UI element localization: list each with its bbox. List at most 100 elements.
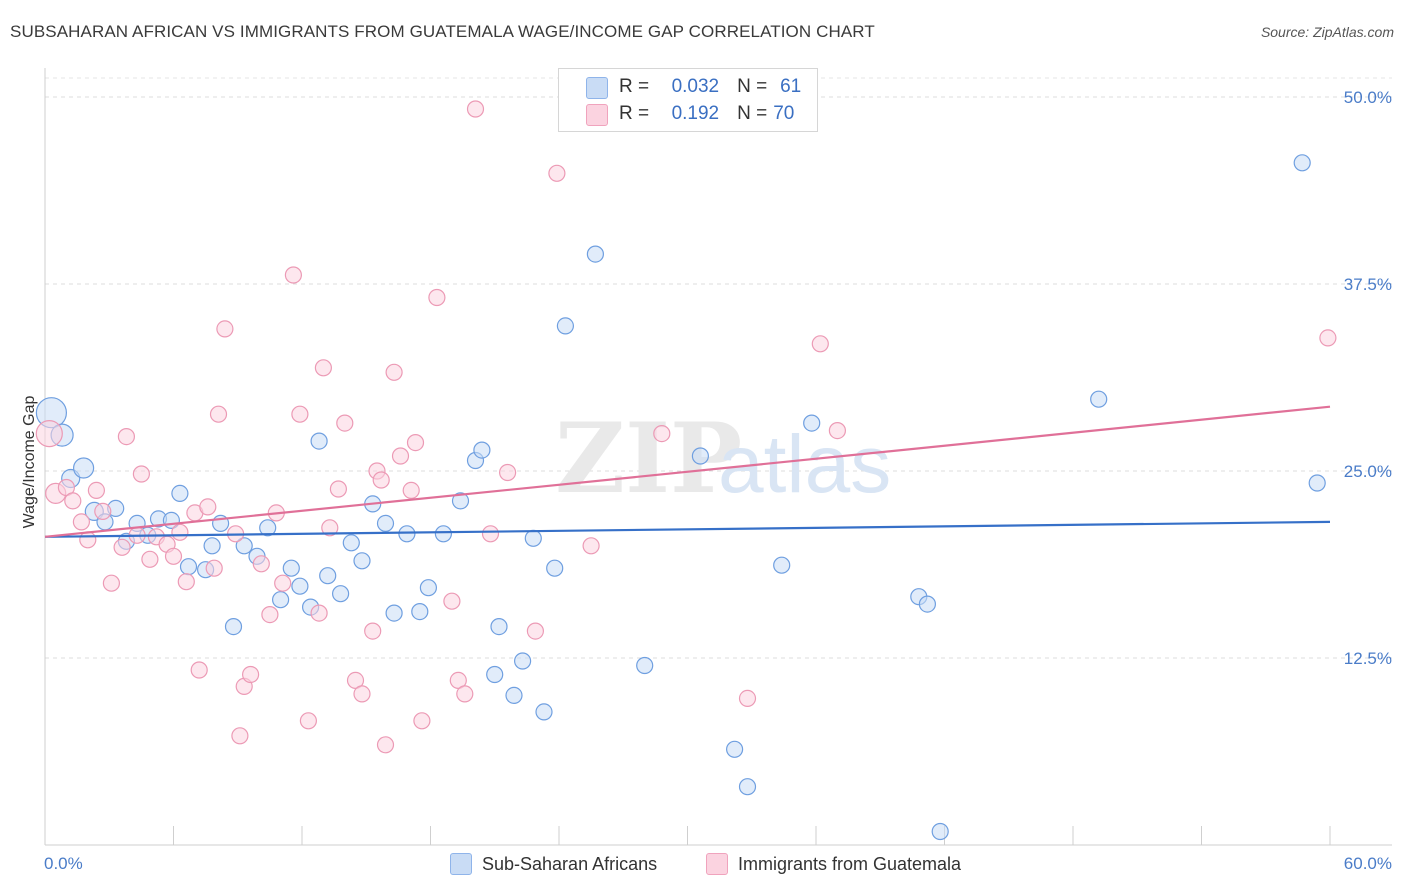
data-point <box>190 661 208 679</box>
data-point <box>582 537 600 555</box>
correlation-legend: R = 0.032 N = 61 R = 0.192 N = 70 <box>558 68 818 132</box>
data-point <box>556 317 575 335</box>
data-point <box>1319 329 1337 347</box>
data-point <box>406 434 425 452</box>
data-point <box>376 736 395 754</box>
data-point <box>828 422 847 440</box>
data-point <box>918 595 937 613</box>
data-point <box>231 727 249 745</box>
data-point <box>177 573 195 591</box>
series-1 <box>35 100 1337 754</box>
data-point <box>499 463 517 482</box>
legend-swatch-guatemala <box>586 104 608 126</box>
data-point <box>691 447 710 465</box>
data-point <box>725 740 744 758</box>
legend-r-value: 0.032 <box>671 76 720 97</box>
data-point <box>291 577 309 595</box>
data-point <box>402 481 420 499</box>
data-point <box>203 537 221 555</box>
data-point <box>738 689 757 708</box>
watermark-atlas: atlas <box>718 419 891 510</box>
legend-r-value: 0.192 <box>671 103 720 124</box>
data-point <box>79 531 97 549</box>
data-point <box>803 414 821 432</box>
data-point <box>586 245 605 263</box>
data-point <box>336 414 354 432</box>
data-point <box>205 559 223 577</box>
data-point <box>385 604 403 622</box>
data-point <box>94 502 112 520</box>
data-point <box>428 288 446 307</box>
y-tick-label-1: 25.0% <box>1344 462 1392 481</box>
legend-n-value: 70 <box>773 103 795 124</box>
trend-line-1 <box>44 405 1331 538</box>
data-point <box>376 514 395 533</box>
data-point <box>524 529 542 547</box>
data-point <box>398 525 416 543</box>
data-point <box>64 492 82 510</box>
data-point <box>456 685 474 703</box>
data-point <box>535 703 553 721</box>
data-point <box>209 405 228 423</box>
data-point <box>931 822 949 841</box>
data-point <box>291 405 309 423</box>
data-point <box>321 519 339 537</box>
data-point <box>546 559 564 577</box>
bottom-legend-label: Immigrants from Guatemala <box>738 853 962 874</box>
data-point <box>261 605 279 624</box>
y-axis-label: Wage/Income Gap <box>21 396 38 529</box>
data-point <box>473 441 491 459</box>
watermark: ZIP atlas <box>555 402 891 515</box>
data-point <box>310 604 328 622</box>
bottom-legend-swatch <box>450 853 472 875</box>
data-point <box>513 652 532 670</box>
data-point <box>1293 154 1311 172</box>
data-point <box>391 447 410 465</box>
chart-title: SUBSAHARAN AFRICAN VS IMMIGRANTS FROM GU… <box>10 22 875 41</box>
data-point <box>353 685 371 703</box>
axes <box>44 68 1392 846</box>
data-point <box>235 537 253 555</box>
data-point <box>132 465 150 483</box>
data-point <box>274 574 292 592</box>
data-point <box>199 498 217 516</box>
data-point <box>224 617 243 636</box>
data-point <box>259 519 277 537</box>
legend-n-value: 61 <box>780 76 802 97</box>
data-point <box>332 585 350 603</box>
data-point <box>299 712 317 730</box>
data-points <box>35 100 1337 841</box>
data-point <box>72 513 91 531</box>
data-point <box>1090 390 1108 408</box>
data-point <box>164 547 183 565</box>
data-point <box>314 359 332 377</box>
data-point <box>252 555 270 573</box>
data-point <box>364 622 382 640</box>
data-point <box>284 266 302 284</box>
y-tick-label-3: 50.0% <box>1344 88 1392 107</box>
bottom-legend-label: Sub-Saharan Africans <box>482 853 658 874</box>
data-point <box>505 686 523 705</box>
data-point <box>372 471 390 489</box>
data-point <box>419 579 437 597</box>
data-point <box>310 432 328 450</box>
data-point <box>171 484 189 502</box>
data-point <box>434 525 452 543</box>
data-point <box>411 602 429 621</box>
x-tick-label-right: 60.0% <box>1344 854 1392 873</box>
data-point <box>141 550 159 568</box>
data-point <box>102 574 121 592</box>
data-point <box>385 363 403 381</box>
data-point <box>353 552 371 570</box>
data-point <box>329 480 347 498</box>
bottom-legend-sub-saharan: Sub-Saharan Africans <box>450 852 657 876</box>
data-point <box>636 656 654 675</box>
legend-row-sub-saharan: R = 0.032 N = 61 <box>619 75 801 99</box>
x-tick-label-left: 0.0% <box>44 854 83 873</box>
data-point <box>113 538 131 556</box>
tick-labels: 12.5% 25.0% 37.5% 50.0% 0.0% 60.0% <box>44 88 1392 873</box>
data-point <box>282 559 300 577</box>
data-point <box>526 622 545 640</box>
data-point <box>653 425 671 443</box>
